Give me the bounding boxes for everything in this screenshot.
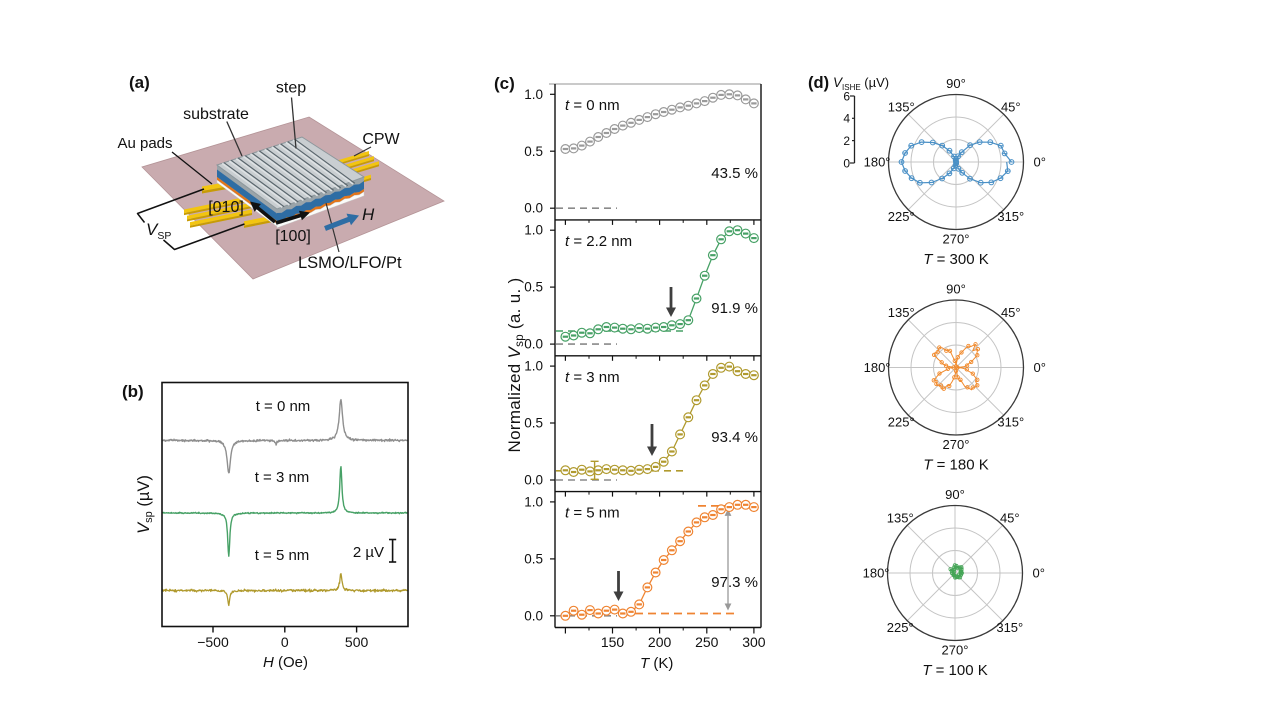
svg-text:315°: 315° xyxy=(997,209,1024,224)
svg-text:Vsp (µV): Vsp (µV) xyxy=(135,475,155,534)
svg-text:180°: 180° xyxy=(863,565,890,580)
svg-text:315°: 315° xyxy=(997,415,1024,430)
svg-text:t = 0 nm: t = 0 nm xyxy=(256,398,311,415)
svg-text:90°: 90° xyxy=(945,487,965,502)
svg-text:300: 300 xyxy=(742,634,766,650)
svg-text:90°: 90° xyxy=(946,76,966,91)
svg-text:135°: 135° xyxy=(887,511,914,526)
svg-text:1.0: 1.0 xyxy=(524,359,543,374)
svg-text:step: step xyxy=(276,80,306,97)
svg-text:6: 6 xyxy=(843,89,850,103)
svg-text:0.0: 0.0 xyxy=(524,608,543,623)
svg-text:0.0: 0.0 xyxy=(524,201,543,216)
svg-text:180°: 180° xyxy=(864,154,891,169)
svg-text:45°: 45° xyxy=(1000,511,1020,526)
svg-text:270°: 270° xyxy=(943,232,970,247)
svg-text:1.0: 1.0 xyxy=(524,223,543,238)
svg-text:t = 3 nm: t = 3 nm xyxy=(255,469,310,486)
svg-text:0.0: 0.0 xyxy=(524,337,543,352)
svg-text:[100]: [100] xyxy=(275,228,311,245)
svg-text:CPW: CPW xyxy=(362,131,400,148)
svg-text:T = 300 K: T = 300 K xyxy=(923,251,988,268)
svg-text:180°: 180° xyxy=(864,360,891,375)
svg-text:0.0: 0.0 xyxy=(524,473,543,488)
svg-text:H (Oe): H (Oe) xyxy=(263,654,308,671)
svg-text:90°: 90° xyxy=(946,282,966,297)
svg-text:Au pads: Au pads xyxy=(117,135,172,152)
svg-text:(c): (c) xyxy=(494,74,515,93)
svg-text:0: 0 xyxy=(281,634,289,650)
svg-text:T = 100 K: T = 100 K xyxy=(922,662,987,679)
svg-text:45°: 45° xyxy=(1001,100,1021,115)
svg-text:1.0: 1.0 xyxy=(524,494,543,509)
svg-text:4: 4 xyxy=(843,112,850,126)
svg-text:1.0: 1.0 xyxy=(524,87,543,102)
svg-text:315°: 315° xyxy=(996,620,1023,635)
svg-text:t = 0 nm: t = 0 nm xyxy=(565,97,620,114)
svg-text:VISHE (µV): VISHE (µV) xyxy=(833,75,889,92)
svg-text:135°: 135° xyxy=(888,305,915,320)
svg-text:2 µV: 2 µV xyxy=(353,544,384,561)
svg-text:91.9 %: 91.9 % xyxy=(711,300,758,317)
svg-text:225°: 225° xyxy=(887,620,914,635)
svg-text:(d): (d) xyxy=(808,74,829,92)
svg-text:0.5: 0.5 xyxy=(524,551,543,566)
svg-text:T (K): T (K) xyxy=(640,655,673,672)
svg-text:t = 2.2 nm: t = 2.2 nm xyxy=(565,233,632,250)
svg-text:0°: 0° xyxy=(1033,565,1045,580)
svg-text:93.4 %: 93.4 % xyxy=(711,429,758,446)
svg-text:VSP: VSP xyxy=(146,220,171,242)
svg-text:250: 250 xyxy=(695,634,719,650)
svg-text:135°: 135° xyxy=(888,100,915,115)
svg-text:225°: 225° xyxy=(888,415,915,430)
svg-text:Normalized Vsp (a. u. ): Normalized Vsp (a. u. ) xyxy=(505,278,526,453)
svg-text:45°: 45° xyxy=(1001,305,1021,320)
svg-text:2: 2 xyxy=(843,134,850,148)
svg-text:43.5 %: 43.5 % xyxy=(711,165,758,182)
svg-text:225°: 225° xyxy=(888,209,915,224)
svg-text:substrate: substrate xyxy=(183,106,249,123)
svg-text:(b): (b) xyxy=(122,382,144,401)
svg-text:270°: 270° xyxy=(942,643,969,658)
svg-text:270°: 270° xyxy=(943,437,970,452)
svg-text:200: 200 xyxy=(648,634,672,650)
svg-text:(a): (a) xyxy=(129,73,150,92)
svg-text:500: 500 xyxy=(345,634,369,650)
svg-text:0.5: 0.5 xyxy=(524,416,543,431)
svg-text:0.5: 0.5 xyxy=(524,144,543,159)
svg-text:LSMO/LFO/Pt: LSMO/LFO/Pt xyxy=(298,254,402,272)
svg-text:−500: −500 xyxy=(197,634,229,650)
svg-text:0°: 0° xyxy=(1034,154,1046,169)
svg-text:0.5: 0.5 xyxy=(524,280,543,295)
svg-text:T = 180 K: T = 180 K xyxy=(923,457,988,474)
svg-text:0°: 0° xyxy=(1034,360,1046,375)
svg-text:t = 5 nm: t = 5 nm xyxy=(255,547,310,564)
svg-text:97.3 %: 97.3 % xyxy=(711,574,758,591)
svg-text:H: H xyxy=(362,205,375,224)
svg-text:t = 3 nm: t = 3 nm xyxy=(565,369,620,386)
svg-text:0: 0 xyxy=(843,156,850,170)
svg-text:[010]: [010] xyxy=(208,199,244,216)
svg-text:t = 5 nm: t = 5 nm xyxy=(565,505,620,522)
svg-text:150: 150 xyxy=(601,634,625,650)
